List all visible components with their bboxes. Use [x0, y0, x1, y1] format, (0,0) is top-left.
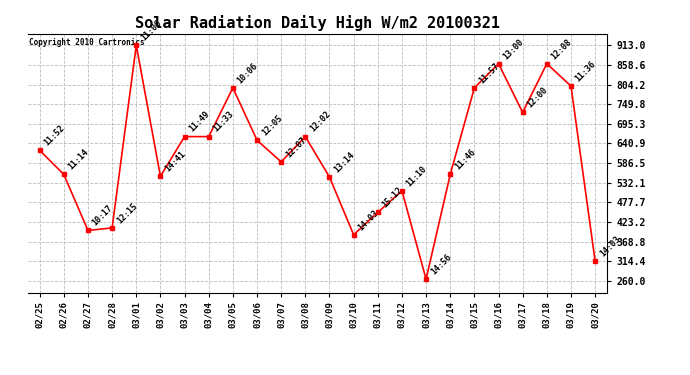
Text: 14:56: 14:56 [429, 252, 453, 276]
Text: 12:02: 12:02 [308, 110, 332, 134]
Text: 11:49: 11:49 [188, 110, 211, 134]
Text: 11:06: 11:06 [139, 18, 163, 42]
Text: 12:08: 12:08 [550, 37, 573, 61]
Text: 11:46: 11:46 [453, 148, 477, 172]
Text: 13:00: 13:00 [502, 37, 525, 61]
Text: 12:15: 12:15 [115, 201, 139, 225]
Text: 14:03: 14:03 [598, 234, 622, 258]
Text: 11:14: 11:14 [67, 148, 90, 172]
Text: 11:36: 11:36 [574, 59, 598, 83]
Text: 10:06: 10:06 [236, 61, 259, 85]
Text: 12:05: 12:05 [260, 113, 284, 137]
Text: 15:12: 15:12 [381, 186, 404, 210]
Text: 11:57: 11:57 [477, 61, 501, 85]
Text: 12:07: 12:07 [284, 135, 308, 159]
Text: 11:33: 11:33 [212, 110, 235, 134]
Text: 14:03: 14:03 [357, 208, 380, 232]
Title: Solar Radiation Daily High W/m2 20100321: Solar Radiation Daily High W/m2 20100321 [135, 15, 500, 31]
Text: 10:17: 10:17 [91, 204, 115, 228]
Text: 14:41: 14:41 [164, 150, 187, 174]
Text: 11:10: 11:10 [405, 164, 428, 188]
Text: 13:14: 13:14 [333, 150, 356, 174]
Text: 11:52: 11:52 [43, 123, 66, 147]
Text: 12:00: 12:00 [526, 86, 549, 109]
Text: Copyright 2010 Cartronics: Copyright 2010 Cartronics [29, 38, 144, 46]
